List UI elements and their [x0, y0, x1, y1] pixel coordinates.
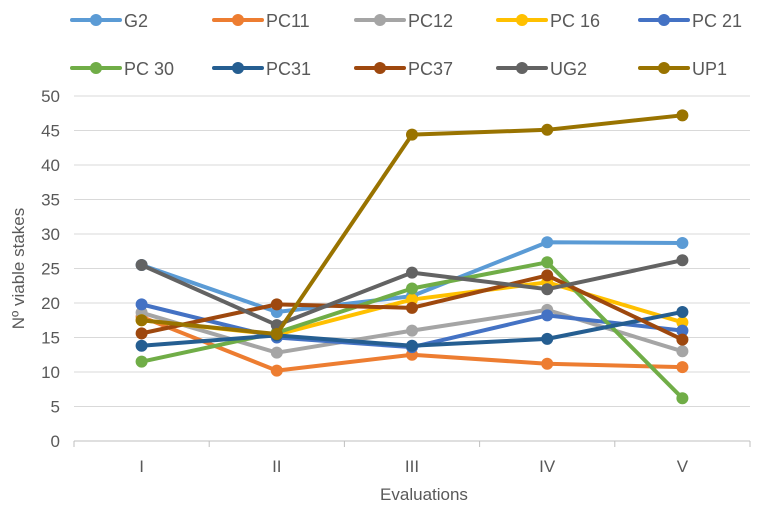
data-point-pc21 [541, 309, 554, 322]
legend-item-pc31: PC31 [212, 59, 311, 79]
data-point-pc30 [676, 392, 689, 405]
legend-item-pc37: PC37 [354, 59, 453, 79]
legend-label: PC12 [408, 11, 453, 31]
data-point-pc37 [270, 298, 283, 311]
legend-item-pc21: PC 21 [638, 11, 742, 31]
data-point-pc30 [406, 282, 418, 295]
legend: G2 PC11 PC12 PC 16 PC 21 PC 30 PC31 PC37 UG2 UP1 [70, 11, 742, 79]
legend-label: G2 [124, 11, 148, 31]
legend-swatch-marker [90, 62, 102, 74]
data-point-ug2 [135, 259, 148, 272]
legend-item-pc16: PC 16 [496, 11, 600, 31]
data-point-up1 [541, 123, 554, 136]
data-point-pc12 [676, 345, 689, 358]
data-point-pc37 [135, 327, 148, 340]
legend-swatch-marker [658, 14, 670, 26]
data-point-pc30 [541, 256, 554, 269]
data-point-g2 [541, 236, 554, 249]
data-point-up1 [135, 314, 148, 327]
data-point-up1 [676, 109, 689, 122]
y-tick-label: 20 [41, 294, 60, 313]
data-point-pc12 [270, 346, 283, 359]
legend-label: PC 30 [124, 59, 174, 79]
legend-label: PC11 [266, 11, 310, 31]
series-up1 [135, 109, 689, 341]
series-ug2 [135, 254, 689, 332]
legend-swatch-marker [658, 62, 670, 74]
legend-item-pc12: PC12 [354, 11, 453, 31]
legend-swatch-marker [374, 62, 386, 74]
y-tick-label: 35 [41, 191, 60, 210]
legend-label: PC37 [408, 59, 453, 79]
legend-swatch-marker [374, 14, 386, 26]
data-point-pc37 [676, 333, 689, 346]
legend-label: PC 21 [692, 11, 742, 31]
legend-swatch-marker [232, 14, 244, 26]
y-tick-label: 25 [41, 260, 60, 279]
y-tick-label: 40 [41, 156, 60, 175]
data-point-pc12 [406, 324, 418, 337]
legend-item-g2: G2 [70, 11, 148, 31]
x-axis-title: Evaluations [380, 485, 468, 504]
series-pc37 [135, 269, 689, 346]
series-lines [135, 109, 689, 405]
y-axis-tick-labels: 0 5 10 15 20 25 30 35 40 45 50 [41, 87, 60, 451]
x-tick-label: III [405, 457, 419, 476]
data-point-pc31 [135, 339, 148, 352]
legend-item-pc30: PC 30 [70, 59, 174, 79]
y-axis-title: Nº viable stakes [9, 208, 28, 329]
data-point-up1 [270, 328, 283, 341]
x-tick-label: V [677, 457, 689, 476]
legend-swatch-marker [516, 62, 528, 74]
y-tick-label: 0 [51, 432, 60, 451]
data-point-pc11 [270, 364, 283, 377]
legend-item-ug2: UG2 [496, 59, 587, 79]
data-point-ug2 [541, 283, 554, 296]
data-point-pc31 [676, 305, 689, 318]
y-tick-label: 30 [41, 225, 60, 244]
legend-swatch-marker [232, 62, 244, 74]
series-pc30 [135, 256, 689, 405]
legend-label: UG2 [550, 59, 587, 79]
data-point-pc37 [406, 301, 418, 314]
legend-label: PC31 [266, 59, 311, 79]
x-tick-label: II [272, 457, 281, 476]
data-point-pc21 [676, 324, 689, 337]
data-point-pc16 [406, 293, 418, 306]
data-point-pc30 [135, 355, 148, 368]
legend-label: PC 16 [550, 11, 600, 31]
x-axis: I II III IV V [73, 440, 751, 476]
y-tick-label: 5 [51, 398, 60, 417]
data-point-ug2 [406, 266, 418, 279]
legend-swatch-marker [516, 14, 528, 26]
legend-label: UP1 [692, 59, 727, 79]
data-point-g2 [676, 236, 689, 249]
data-point-ug2 [676, 254, 689, 267]
x-tick-label: IV [539, 457, 556, 476]
data-point-pc37 [541, 269, 554, 282]
legend-item-pc11: PC11 [212, 11, 310, 31]
data-point-pc31 [541, 332, 554, 345]
data-point-pc16 [676, 316, 689, 329]
data-point-pc21 [135, 298, 148, 311]
data-point-pc11 [676, 361, 689, 374]
data-point-pc31 [406, 339, 418, 352]
legend-swatch-marker [90, 14, 102, 26]
y-tick-label: 45 [41, 122, 60, 141]
y-tick-label: 10 [41, 363, 60, 382]
data-point-pc11 [541, 357, 554, 370]
y-tick-label: 15 [41, 329, 60, 348]
legend-item-up1: UP1 [638, 59, 727, 79]
y-tick-label: 50 [41, 87, 60, 106]
x-tick-label: I [139, 457, 144, 476]
data-point-up1 [406, 128, 418, 141]
